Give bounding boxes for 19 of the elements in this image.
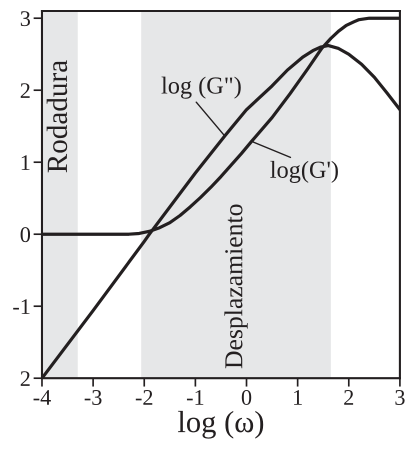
annotation: log (G") [162, 76, 241, 99]
y-tick-label: 2 [20, 83, 30, 98]
y-tick-label: 1 [22, 155, 30, 170]
x-tick-label: 3 [395, 390, 405, 405]
x-tick-label: -3 [84, 390, 102, 405]
x-tick-label: -2 [136, 390, 152, 405]
y-tick-label: 3 [20, 11, 30, 26]
y-tick-label: -1 [13, 299, 30, 314]
x-tick-label: -1 [186, 390, 204, 405]
x-tick-label: 0 [242, 390, 252, 405]
x-tick-label: 1 [294, 390, 302, 405]
band-label: Desplazamiento [224, 204, 248, 368]
band-label: Rodadura [46, 60, 68, 172]
y-tick-label: 2 [20, 371, 30, 386]
y-tick-label: 0 [20, 227, 30, 242]
annotation: log(G') [270, 160, 338, 183]
x-tick-label: 2 [344, 390, 354, 405]
x-tick-label: -4 [34, 390, 51, 405]
x-axis-title: log (ω) [178, 410, 264, 439]
